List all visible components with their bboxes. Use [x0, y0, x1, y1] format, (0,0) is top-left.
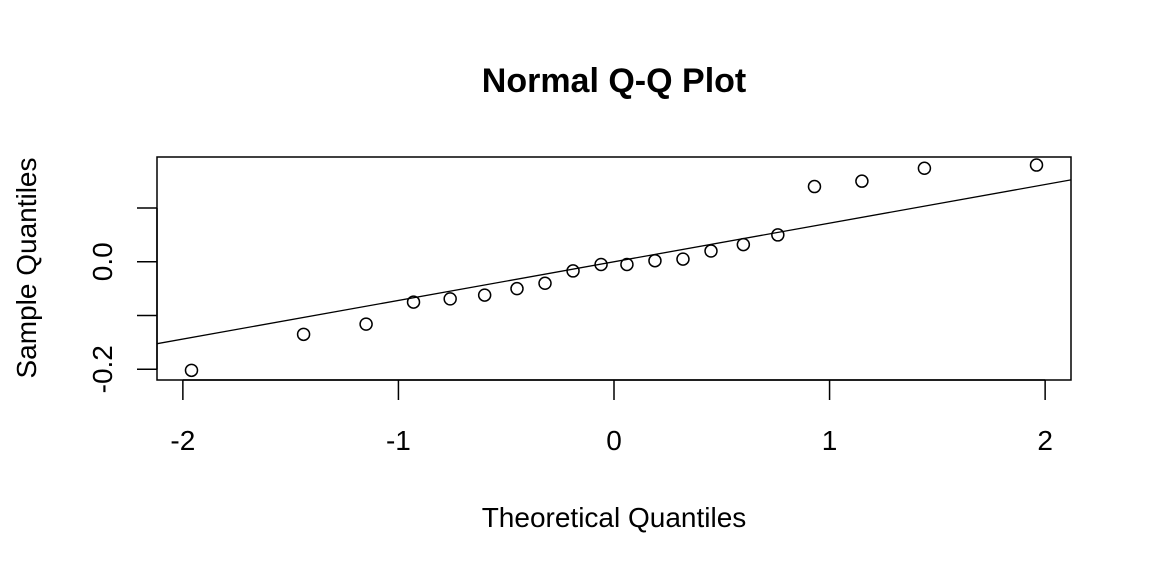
x-tick-label: 0: [606, 425, 622, 456]
reference-line-layer: [157, 179, 1071, 345]
y-tick-label: 0.0: [87, 242, 118, 281]
data-point: [184, 363, 199, 378]
data-point: [771, 228, 785, 242]
x-axis-title: Theoretical Quantiles: [482, 502, 747, 533]
x-tick-label: 2: [1037, 425, 1053, 456]
x-axis: -2 -1 0 1 2: [170, 379, 1053, 456]
data-point: [566, 264, 580, 278]
data-point: [477, 288, 492, 302]
data-point: [855, 174, 869, 188]
y-axis-title: Sample Quantiles: [11, 157, 42, 378]
x-tick-label: 1: [822, 425, 838, 456]
x-tick-label: -1: [386, 425, 411, 456]
qq-reference-line: [157, 179, 1071, 345]
data-point: [620, 257, 634, 272]
data-point: [538, 276, 552, 291]
data-point: [676, 252, 690, 266]
data-point: [406, 295, 421, 309]
data-point: [443, 292, 457, 306]
data-point: [807, 179, 822, 194]
data-point: [296, 327, 311, 342]
points-layer: [184, 158, 1044, 378]
data-point: [704, 244, 718, 258]
y-tick-label: -0.2: [87, 345, 118, 393]
data-point: [359, 317, 373, 331]
data-point: [594, 257, 608, 272]
data-point: [648, 253, 662, 268]
data-point: [1029, 158, 1044, 172]
data-point: [917, 161, 932, 176]
x-tick-label: -2: [170, 425, 195, 456]
y-axis: -0.2 0.0: [87, 207, 158, 393]
data-point: [510, 281, 524, 296]
data-point: [736, 237, 751, 252]
chart-title: Normal Q-Q Plot: [482, 62, 746, 100]
